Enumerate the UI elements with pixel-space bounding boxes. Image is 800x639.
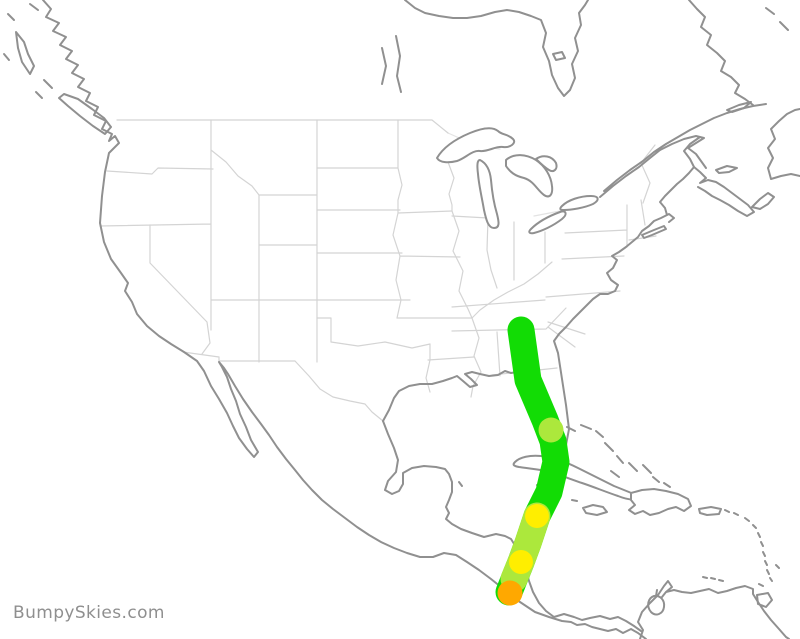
labrador-coast (688, 0, 789, 106)
gulf-mexico-yucatan-coast (382, 420, 642, 632)
lake-michigan (476, 159, 500, 229)
long-island (641, 225, 667, 239)
site-watermark: BumpySkies.com (13, 603, 165, 623)
hudson-james-bay (404, 0, 589, 97)
waypoint-orange-end (497, 580, 523, 606)
plains-state-borders (316, 119, 475, 393)
lake-superior (436, 127, 516, 164)
jamaica-island (582, 504, 608, 516)
waypoint-light-green (538, 417, 564, 443)
state-borders-group (99, 119, 657, 422)
pacific-coast (42, 0, 647, 639)
st-lawrence-river (599, 103, 767, 198)
trinidad-island (756, 592, 773, 608)
lake-huron (505, 154, 554, 198)
gaspe-new-brunswick-coast (659, 135, 707, 169)
mississippi-river-borders (447, 161, 482, 398)
haida-gwaii-island (15, 31, 35, 75)
bc-coastal-islets (3, 3, 53, 99)
waypoint-yellow-1 (525, 504, 549, 528)
georgian-bay (535, 155, 558, 173)
anticosti-island (726, 101, 752, 113)
great-lakes-group (436, 127, 599, 235)
manitoba-lakes (381, 35, 402, 93)
lake-maracaibo (647, 594, 666, 616)
national-borders (116, 119, 449, 422)
coastlines-group (3, 0, 800, 639)
hispaniola-island (628, 488, 692, 516)
south-america-coast (637, 580, 790, 639)
newfoundland-coast (767, 108, 800, 180)
lake-erie (528, 210, 567, 235)
waypoint-yellow-2 (509, 550, 533, 574)
nova-scotia-coast (693, 166, 775, 217)
vancouver-island (58, 93, 112, 135)
bahamas-islands (566, 424, 671, 488)
lake-ontario (559, 195, 599, 211)
lesser-antilles-islands (702, 509, 780, 587)
flight-route-layer (495, 316, 570, 606)
prince-edward-island (715, 165, 738, 174)
west-state-borders (99, 119, 411, 363)
puerto-rico-island (698, 506, 722, 516)
